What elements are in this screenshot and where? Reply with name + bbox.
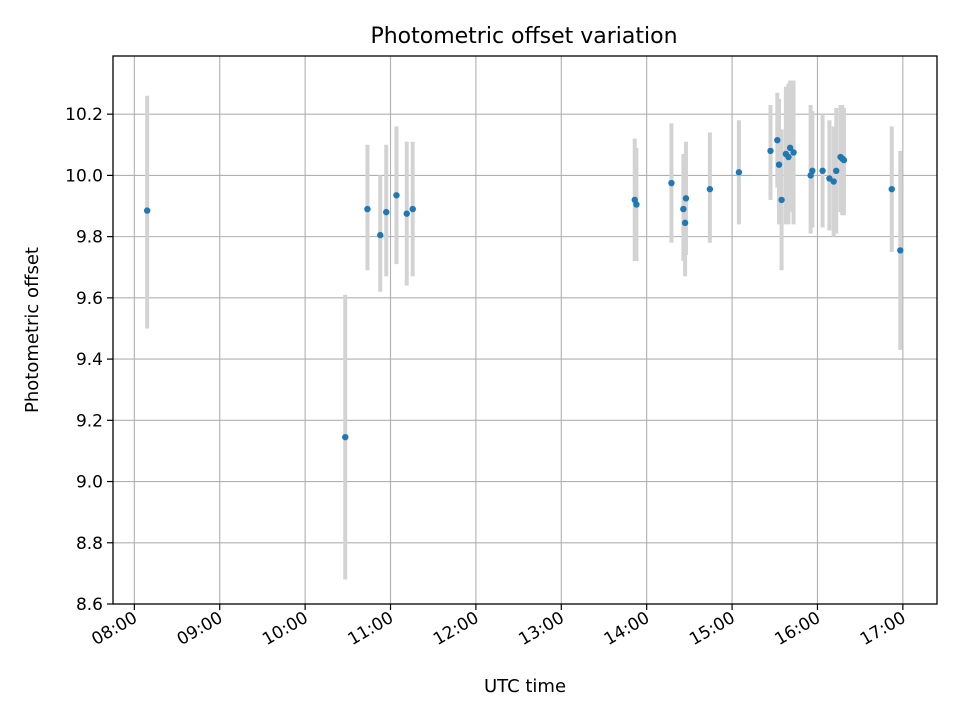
y-tick-label: 9.4 [76, 350, 103, 370]
data-point [682, 195, 690, 202]
data-point [774, 136, 781, 144]
data-point [735, 169, 743, 176]
x-tick-label: 09:00 [174, 608, 226, 650]
data-point [833, 167, 840, 175]
x-tick-label: 15:00 [686, 608, 738, 650]
data-point [706, 185, 714, 193]
data-point [790, 149, 797, 156]
x-tick-label: 16:00 [772, 608, 824, 650]
data-point [775, 161, 783, 168]
data-point [668, 179, 675, 187]
data-point [393, 192, 400, 199]
y-tick-label: 8.8 [76, 534, 103, 554]
data-point [377, 231, 384, 239]
data-point [383, 208, 390, 216]
y-axis-label: Photometric offset [22, 247, 43, 413]
data-point [409, 205, 416, 213]
y-axis-ticks: 8.6 8.8 9.0 9.2 9.4 9.6 9.8 10.0 10.2 [65, 105, 113, 615]
y-tick-label: 9.6 [76, 289, 103, 309]
data-point [364, 205, 371, 213]
y-tick-label: 10.2 [65, 105, 103, 125]
x-axis-ticks: 08:00 09:00 10:00 11:00 12:00 13:00 14:00 15:00… [88, 604, 909, 650]
data-point [403, 210, 410, 217]
data-point [830, 178, 837, 185]
chart-title: Photometric offset variation [370, 24, 677, 49]
data-point [633, 201, 640, 208]
data-point [888, 185, 895, 193]
y-tick-label: 10.0 [65, 166, 103, 186]
plot-frame [112, 55, 938, 605]
data-point [840, 156, 848, 164]
data-point [786, 144, 794, 152]
data-point [809, 167, 816, 175]
x-tick-label: 13:00 [515, 608, 567, 650]
x-tick-label: 10:00 [259, 608, 311, 650]
data-point [680, 205, 687, 213]
x-axis-label: UTC time [484, 676, 566, 697]
x-tick-label: 11:00 [345, 608, 397, 650]
data-point [819, 167, 826, 175]
data-point [143, 207, 151, 214]
data-point [681, 219, 689, 227]
x-tick-label: 17:00 [857, 608, 909, 650]
data-point [767, 147, 774, 155]
data-point [785, 153, 792, 161]
data-point [342, 433, 349, 441]
y-tick-label: 9.8 [76, 228, 103, 248]
x-tick-label: 14:00 [601, 608, 653, 650]
x-tick-label: 12:00 [430, 608, 482, 650]
data-point [778, 196, 785, 204]
y-tick-label: 9.2 [76, 411, 103, 431]
data-points [143, 136, 904, 441]
data-point [897, 247, 904, 254]
y-tick-label: 8.6 [76, 595, 103, 615]
y-tick-label: 9.0 [76, 473, 103, 493]
